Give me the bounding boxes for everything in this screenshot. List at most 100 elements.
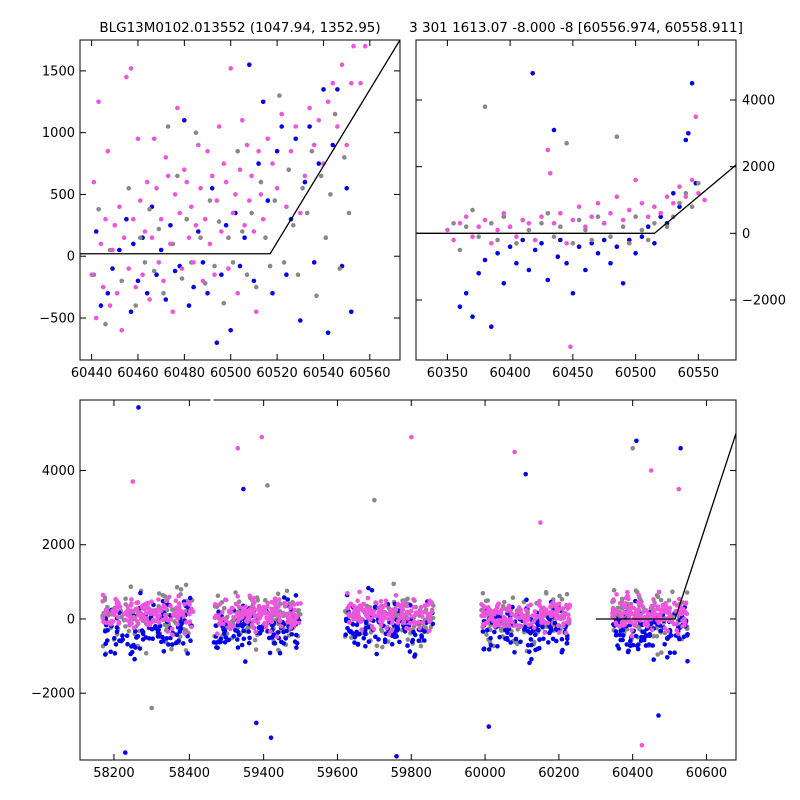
data-point [226,235,231,240]
data-point [251,611,256,616]
data-point [120,633,125,638]
data-point [109,612,115,617]
data-point [376,610,382,616]
data-point [184,216,189,222]
data-point [131,241,136,247]
x-tick-label: 60440 [71,366,112,381]
data-point [361,608,366,614]
data-point [542,630,547,635]
data-point [267,263,273,269]
data-point [183,582,189,588]
data-point [526,603,531,609]
data-point [408,608,414,614]
data-point [133,284,138,290]
data-point [168,223,173,228]
data-point [476,224,482,229]
data-point [658,597,664,603]
data-point [633,619,639,624]
data-point [143,635,149,640]
data-point [386,616,391,622]
data-point [103,641,108,646]
data-point [555,254,561,259]
data-point [288,148,294,154]
data-point [251,229,257,234]
data-point [220,609,225,615]
data-point [214,340,220,346]
data-point [615,605,620,611]
data-point [156,260,162,265]
data-point [470,207,475,213]
data-point [343,632,349,637]
data-point [100,284,106,290]
data-point [383,598,389,603]
data-point [271,632,277,637]
data-point [144,291,150,296]
data-point [265,198,271,203]
data-point [176,593,181,599]
data-point [559,613,565,618]
data-point [302,179,308,185]
data-point [663,601,668,606]
data-point [178,587,184,592]
data-point [525,629,531,634]
data-point [123,624,128,629]
data-point [235,622,241,628]
data-point [268,735,274,740]
data-point [130,479,136,484]
data-point [689,204,695,209]
data-point [482,217,488,223]
data-point [479,613,484,618]
data-point [363,627,368,633]
data-point [286,167,292,172]
data-point [291,223,296,228]
data-point [100,599,105,604]
data-point [627,619,632,625]
data-point [163,297,169,302]
data-point [562,610,568,616]
data-point [113,596,118,602]
data-point [104,607,110,613]
data-point [136,613,142,618]
data-point [174,584,180,590]
data-point [633,251,638,256]
data-point [217,621,222,626]
data-point [486,647,492,652]
data-point [564,640,570,646]
data-point [260,99,266,105]
data-point [589,214,594,219]
data-point [191,260,196,265]
data-point [178,626,184,631]
data-point [497,634,502,640]
data-point [117,247,122,253]
data-point [281,629,287,635]
data-point [216,609,221,614]
data-point [348,629,353,635]
data-point [620,281,626,286]
data-point [214,640,219,645]
data-point [173,640,179,646]
data-point [672,600,677,606]
data-point [294,645,299,650]
data-point [382,639,388,645]
data-point [685,659,690,664]
data-point [677,596,682,602]
data-point [652,221,657,226]
data-point [664,635,670,641]
data-point [667,608,672,613]
data-point [132,656,137,662]
data-point [357,589,362,595]
data-point [328,192,333,197]
data-point [537,637,542,642]
data-point [482,605,488,610]
data-point [620,627,626,632]
data-point [138,235,143,240]
data-point [501,214,507,219]
data-point [346,210,352,216]
data-point [293,593,299,598]
data-point [520,217,525,223]
data-point [235,619,241,624]
data-point [373,634,378,640]
data-point [318,173,324,179]
data-point [135,621,141,627]
data-point [274,634,280,640]
